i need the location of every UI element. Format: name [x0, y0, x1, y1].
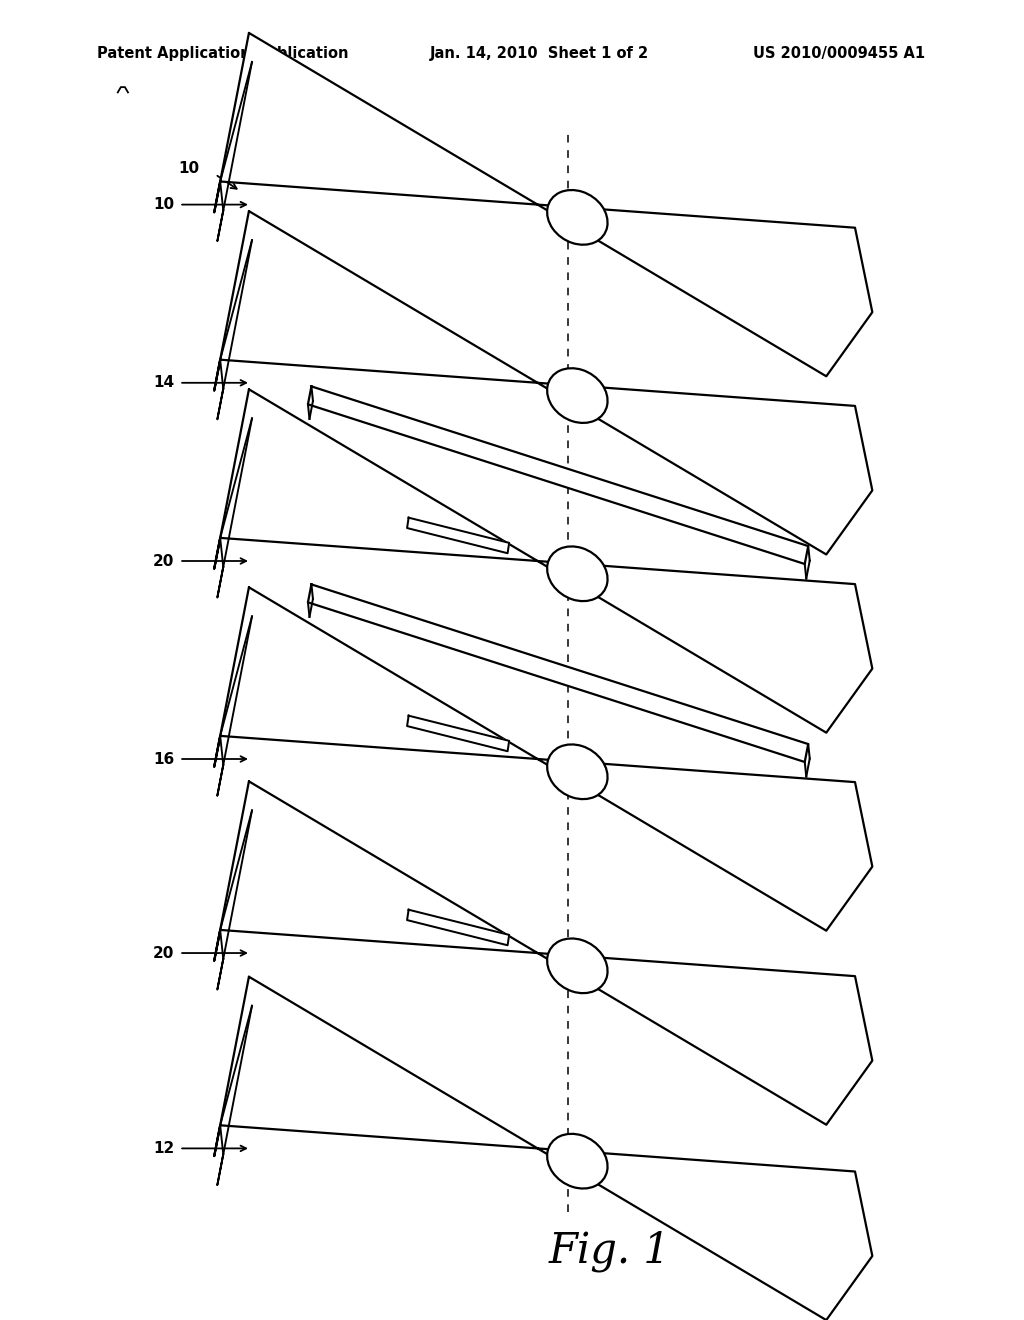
Text: 20: 20	[153, 945, 174, 961]
Ellipse shape	[547, 190, 607, 244]
Polygon shape	[214, 977, 872, 1320]
Ellipse shape	[547, 939, 607, 993]
Ellipse shape	[547, 744, 607, 799]
Polygon shape	[214, 211, 872, 554]
Polygon shape	[408, 517, 509, 553]
Polygon shape	[214, 587, 872, 931]
Polygon shape	[308, 585, 808, 762]
Text: 10: 10	[153, 197, 174, 213]
Polygon shape	[408, 909, 509, 945]
Text: 16: 16	[153, 751, 174, 767]
Text: 14: 14	[153, 375, 174, 391]
Ellipse shape	[547, 368, 607, 422]
Polygon shape	[408, 715, 509, 751]
Ellipse shape	[547, 1134, 607, 1188]
Text: Jan. 14, 2010  Sheet 1 of 2: Jan. 14, 2010 Sheet 1 of 2	[430, 46, 649, 61]
Polygon shape	[308, 387, 808, 564]
Polygon shape	[214, 781, 872, 1125]
Polygon shape	[214, 33, 872, 376]
Text: 12: 12	[153, 1140, 174, 1156]
Text: US 2010/0009455 A1: US 2010/0009455 A1	[753, 46, 925, 61]
Polygon shape	[214, 389, 872, 733]
Ellipse shape	[547, 546, 607, 601]
Text: Patent Application Publication: Patent Application Publication	[97, 46, 349, 61]
Text: Fig. 1: Fig. 1	[548, 1230, 671, 1272]
Text: 20: 20	[153, 553, 174, 569]
Text: 10: 10	[178, 161, 200, 177]
